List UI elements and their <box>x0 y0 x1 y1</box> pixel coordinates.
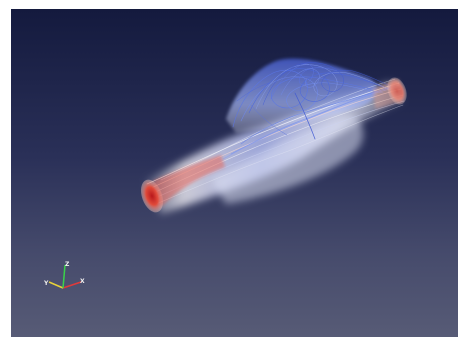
z-axis-label: Z <box>65 261 70 268</box>
tube-body <box>145 58 403 214</box>
x-axis-label: X <box>80 278 85 285</box>
inlet-cap <box>140 155 225 213</box>
orientation-axes: X Y Z <box>43 261 85 289</box>
render-viewport[interactable]: X Y Z <box>11 9 458 337</box>
z-axis <box>62 264 66 289</box>
y-axis-label: Y <box>43 280 49 287</box>
x-axis <box>62 281 82 289</box>
y-axis <box>48 281 64 289</box>
scene-svg: X Y Z <box>43 58 407 289</box>
outlet-cap <box>373 77 407 109</box>
